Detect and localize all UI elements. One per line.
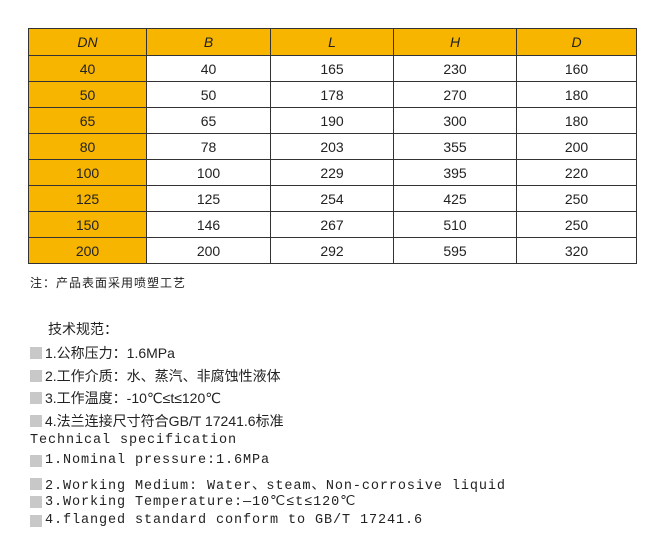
table-cell: 165 — [270, 55, 394, 82]
table-cell: 100 — [28, 159, 147, 186]
table-cell: 229 — [270, 159, 394, 186]
table-cell: 355 — [393, 133, 517, 160]
table-cell: 125 — [146, 185, 271, 212]
table-cell: 78 — [146, 133, 271, 160]
bullet — [30, 369, 42, 382]
table-cell: 150 — [28, 211, 147, 238]
table-cell: 595 — [393, 237, 517, 264]
bullet — [30, 347, 42, 359]
spec-line: 2.工作介质：水、蒸汽、非腐蚀性液体 — [30, 366, 281, 386]
table-cell: 270 — [393, 81, 517, 108]
table-row: 65 65 190 300 180 — [28, 107, 637, 134]
spec-title: 技术规范： — [48, 321, 118, 337]
table-cell: 146 — [146, 211, 271, 238]
table-cell: 40 — [28, 55, 147, 82]
table-row: 50 50 178 270 180 — [28, 81, 637, 108]
spec-line: 2.Working Medium: Water、steam、Non-corros… — [30, 473, 506, 494]
dimension-table: DN B L H D 40 40 165 230 160 50 50 178 270 180 65 65 190 3… — [28, 28, 637, 264]
spec-text: 1.Nominal pressure:1.6MPa — [45, 453, 271, 468]
spec-text: 2.Working Medium: Water、steam、Non-corros… — [45, 479, 506, 494]
table-row: 125 125 254 425 250 — [28, 185, 637, 212]
header-cell: DN — [28, 28, 147, 56]
table-cell: 250 — [516, 185, 637, 212]
bullet — [30, 495, 42, 508]
header-cell: B — [146, 28, 271, 56]
table-cell: 250 — [516, 211, 637, 238]
table-cell: 100 — [146, 159, 271, 186]
spec-text: 1.公称压力：1.6MPa — [45, 345, 175, 361]
english-title: Technical specification — [30, 433, 238, 448]
spec-line: 4.flanged standard conform to GB/T 17241… — [30, 513, 423, 528]
bullet — [30, 514, 42, 527]
table-row: 40 40 165 230 160 — [28, 55, 637, 82]
bullet — [30, 392, 42, 404]
table-cell: 65 — [28, 107, 147, 134]
header-cell: D — [516, 28, 637, 56]
table-cell: 200 — [146, 237, 271, 264]
spec-line: 3.Working Temperature:—10℃≤t≤120℃ — [30, 493, 356, 510]
table-cell: 160 — [516, 55, 637, 82]
table-row: 80 78 203 355 200 — [28, 133, 637, 160]
table-cell: 40 — [146, 55, 271, 82]
table-cell: 203 — [270, 133, 394, 160]
table-cell: 320 — [516, 237, 637, 264]
table-cell: 200 — [516, 133, 637, 160]
spec-text: 4.法兰连接尺寸符合GB/T 17241.6标准 — [45, 412, 284, 429]
table-cell: 267 — [270, 211, 394, 238]
table-row: 150 146 267 510 250 — [28, 211, 637, 238]
header-cell: H — [393, 28, 517, 56]
table-cell: 254 — [270, 185, 394, 212]
table-row: 100 100 229 395 220 — [28, 159, 637, 186]
table-cell: 395 — [393, 159, 517, 186]
spec-line: 4.法兰连接尺寸符合GB/T 17241.6标准 — [30, 411, 284, 431]
table-cell: 125 — [28, 185, 147, 212]
table-cell: 200 — [28, 237, 147, 264]
spec-text: 2.工作介质：水、蒸汽、非腐蚀性液体 — [45, 367, 281, 384]
header-cell: L — [270, 28, 394, 56]
table-cell: 50 — [146, 81, 271, 108]
table-cell: 300 — [393, 107, 517, 134]
header-row: DN B L H D — [28, 28, 637, 56]
table-row: 200 200 292 595 320 — [28, 237, 637, 264]
spec-text: 3.工作温度：-10℃≤t≤120℃ — [45, 390, 221, 406]
table-cell: 510 — [393, 211, 517, 238]
bullet — [30, 454, 42, 467]
spec-text: 3.Working Temperature:—10℃≤t≤120℃ — [45, 495, 357, 510]
table-cell: 220 — [516, 159, 637, 186]
table-cell: 230 — [393, 55, 517, 82]
bullet — [30, 477, 42, 490]
spec-line: 3.工作温度：-10℃≤t≤120℃ — [30, 388, 221, 408]
table-cell: 65 — [146, 107, 271, 134]
table-cell: 180 — [516, 81, 637, 108]
table-cell: 178 — [270, 81, 394, 108]
table-cell: 292 — [270, 237, 394, 264]
spec-text: 4.flanged standard conform to GB/T 17241… — [45, 513, 424, 528]
spec-line: 1.公称压力：1.6MPa — [30, 343, 175, 363]
table-cell: 190 — [270, 107, 394, 134]
bullet — [30, 414, 42, 427]
table-cell: 180 — [516, 107, 637, 134]
spec-line: 1.Nominal pressure:1.6MPa — [30, 453, 270, 468]
table-cell: 425 — [393, 185, 517, 212]
table-cell: 50 — [28, 81, 147, 108]
table-cell: 80 — [28, 133, 147, 160]
note: 注：产品表面采用喷塑工艺 — [30, 276, 187, 290]
